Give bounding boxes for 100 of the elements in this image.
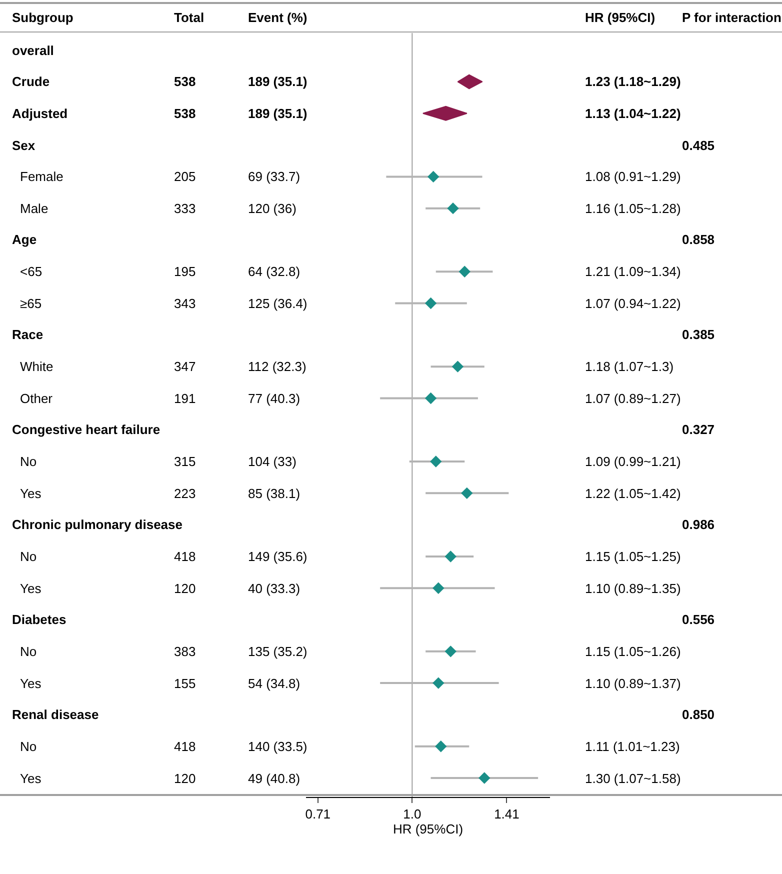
category-label: 135 (35.2) [248,644,308,659]
point [444,646,456,658]
category-label: 1.07 (0.94~1.22) [585,296,681,311]
category-label: 347 [174,359,196,374]
category-label: Chronic pulmonary disease [12,517,182,532]
category-label: 1.23 (1.18~1.29) [585,74,681,89]
point [461,487,473,500]
category-label: 0.385 [682,327,715,342]
category-label: Race [12,327,44,342]
point [427,170,440,183]
point [452,360,464,372]
category-label: 140 (33.5) [248,739,308,754]
category-label: 418 [174,549,196,564]
category-label: 205 [174,169,196,184]
category-label: 64 (32.8) [248,264,300,279]
category-label: Other [20,391,54,406]
category-label: 1.10 (0.89~1.37) [585,676,681,691]
category-label: 1.22 (1.05~1.42) [585,486,681,501]
category-label: Yes [20,486,42,501]
category-label: 383 [174,644,196,659]
text: P for interaction [682,10,782,25]
category-label: Crude [12,74,50,89]
category-label: 191 [174,391,196,406]
point [430,456,442,468]
category-label: 40 (33.3) [248,581,300,596]
category-label: Yes [20,676,42,691]
point [447,202,459,214]
category-label: Yes [20,771,42,786]
category-label: 77 (40.3) [248,391,300,406]
category-label: 125 (36.4) [248,296,308,311]
category-label: Male [20,201,48,216]
point [432,582,444,594]
category-label: White [20,359,54,374]
text: Event (%) [248,10,308,25]
category-label: 120 [174,581,196,596]
category-label: 1.08 (0.91~1.29) [585,169,681,184]
category-label: 315 [174,454,196,469]
x-tick-label: 1.0 [403,806,422,822]
category-label: ≥65 [20,296,42,311]
category-label: 1.18 (1.07~1.3) [585,359,674,374]
category-label: 1.21 (1.09~1.34) [585,264,681,279]
category-label: 1.10 (0.89~1.35) [585,581,681,596]
category-label: <65 [20,264,42,279]
category-label: 418 [174,739,196,754]
category-label: 1.07 (0.89~1.27) [585,391,681,406]
category-label: Yes [20,581,42,596]
category-label: No [20,454,37,469]
category-label: 1.09 (0.99~1.21) [585,454,681,469]
category-label: 189 (35.1) [248,106,308,121]
x-axis-title: HR (95%CI) [392,822,464,837]
point [444,550,456,562]
category-label: 343 [174,296,196,311]
category-label: overall [12,43,54,58]
category-label: 0.986 [682,517,715,532]
category-label: 69 (33.7) [248,169,300,184]
point [424,392,437,404]
category-label: Female [20,169,64,184]
category-label: 104 (33) [248,454,296,469]
category-label: 0.850 [682,707,715,722]
category-label: No [20,739,37,754]
category-label: No [20,549,37,564]
category-label: 538 [174,106,196,121]
category-label: Diabetes [12,612,66,627]
category-label: No [20,644,37,659]
category-label: 85 (38.1) [248,486,300,501]
text: HR (95%CI) [585,10,656,25]
category-label: 49 (40.8) [248,771,300,786]
point [424,297,437,310]
category-label: 0.556 [682,612,715,627]
category-label: Sex [12,138,36,153]
category-label: 149 (35.6) [248,549,308,564]
text: Total [174,10,204,25]
category-label: 1.15 (1.05~1.26) [585,644,681,659]
point [458,266,470,278]
category-label: 0.858 [682,232,715,247]
category-label: 1.30 (1.07~1.58) [585,771,681,786]
category-label: 538 [174,74,196,89]
category-label: 1.15 (1.05~1.25) [585,549,681,564]
text: Subgroup [12,10,74,25]
category-label: 333 [174,201,196,216]
category-label: 120 [174,771,196,786]
category-label: Adjusted [12,106,68,121]
category-label: 120 (36) [248,201,296,216]
category-label: 112 (32.3) [248,359,306,374]
category-label: 195 [174,264,196,279]
category-label: 223 [174,486,196,501]
category-label: 155 [174,676,196,691]
x-tick-label: 0.71 [305,806,331,822]
category-label: 1.16 (1.05~1.28) [585,201,681,216]
category-label: 1.11 (1.01~1.23) [585,739,680,754]
category-label: 1.13 (1.04~1.22) [585,106,681,121]
category-label: Age [12,232,37,247]
point [432,677,444,689]
point [435,740,447,752]
x-tick-label: 1.41 [494,806,520,822]
category-label: 0.485 [682,138,715,153]
category-label: Renal disease [12,707,99,722]
category-label: 189 (35.1) [248,74,308,89]
category-label: 54 (34.8) [248,676,300,691]
category-label: 0.327 [682,422,715,437]
